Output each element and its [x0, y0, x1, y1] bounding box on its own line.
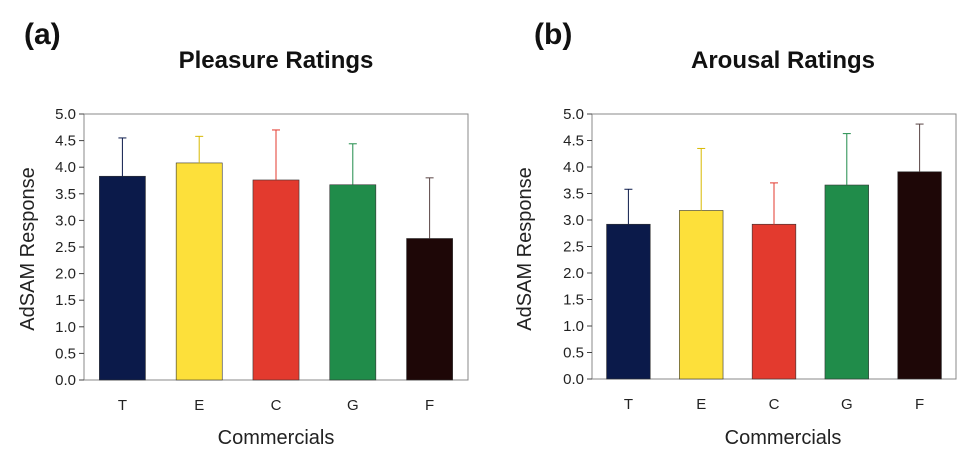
chart-title-b: Arousal Ratings [691, 47, 875, 74]
plot-area-b: 0.0 0.5 1.0 1.5 2.0 2.5 3.0 3.5 4.0 4.5 5.0 T E C G F [563, 106, 957, 413]
y-tick-label-a: 2.5 [55, 239, 76, 256]
y-tick-label-a: 4.0 [55, 159, 76, 176]
x-axis-label-b: Commercials [725, 427, 842, 449]
y-tick-label-a: 2.0 [55, 266, 76, 283]
y-tick-label-a: 5.0 [55, 106, 76, 123]
arousal-chart-svg: (b) Arousal Ratings AdSAM Response Comme… [514, 18, 957, 449]
y-axis-label-a: AdSAM Response [17, 167, 39, 330]
y-tick-label-b: 2.5 [563, 239, 584, 256]
x-tick-label-a-F: F [425, 397, 434, 414]
bar-b-C [751, 223, 797, 380]
y-tick-label-b: 4.5 [563, 133, 584, 150]
bar-a-C [252, 179, 300, 381]
bar-a-F [406, 238, 453, 381]
y-tick-label-b: 3.0 [563, 212, 584, 229]
x-tick-label-b-F: F [915, 396, 924, 413]
y-axis-label-b: AdSAM Response [514, 167, 536, 330]
x-tick-label-b-C: C [769, 396, 780, 413]
bar-a-E [175, 162, 223, 381]
bar-b-T [606, 223, 651, 380]
y-tick-label-b: 4.0 [563, 159, 584, 176]
y-tick-label-b: 0.0 [563, 371, 584, 388]
y-tick-label-a: 4.5 [55, 133, 76, 150]
x-tick-label-b-T: T [624, 396, 633, 413]
y-tick-label-b: 2.0 [563, 265, 584, 282]
bar-b-F [897, 171, 942, 380]
y-tick-label-b: 1.5 [563, 292, 584, 309]
x-tick-label-a-C: C [271, 397, 282, 414]
chart-title-a: Pleasure Ratings [179, 47, 374, 74]
x-tick-label-a-G: G [347, 397, 359, 414]
x-axis-label-a: Commercials [218, 427, 335, 449]
y-tick-label-b: 0.5 [563, 345, 584, 362]
panel-label-b: (b) [534, 18, 572, 51]
y-tick-label-b: 1.0 [563, 318, 584, 335]
bar-a-G [329, 184, 377, 381]
y-tick-label-b: 3.5 [563, 186, 584, 203]
panel-label-a: (a) [24, 18, 61, 51]
bar-a-T [99, 175, 146, 381]
x-tick-label-a-E: E [194, 397, 204, 414]
plot-area-a: 0.0 0.5 1.0 1.5 2.0 2.5 3.0 3.5 4.0 4.5 5.0 T E C G F [55, 106, 469, 414]
chart-panel-a: (a) Pleasure Ratings AdSAM Response Comm… [0, 0, 480, 451]
x-tick-label-b-E: E [696, 396, 706, 413]
pleasure-chart-svg: (a) Pleasure Ratings AdSAM Response Comm… [17, 18, 469, 449]
bar-b-E [679, 210, 724, 380]
y-tick-label-a: 1.0 [55, 319, 76, 336]
y-tick-label-a: 1.5 [55, 292, 76, 309]
x-tick-label-b-G: G [841, 396, 853, 413]
y-tick-label-a: 3.5 [55, 186, 76, 203]
y-tick-label-a: 3.0 [55, 212, 76, 229]
chart-panel-b: (b) Arousal Ratings AdSAM Response Comme… [481, 0, 961, 451]
x-tick-label-a-T: T [118, 397, 127, 414]
y-tick-label-a: 0.5 [55, 345, 76, 362]
y-tick-label-b: 5.0 [563, 106, 584, 123]
y-tick-label-a: 0.0 [55, 372, 76, 389]
bar-b-G [824, 184, 869, 380]
